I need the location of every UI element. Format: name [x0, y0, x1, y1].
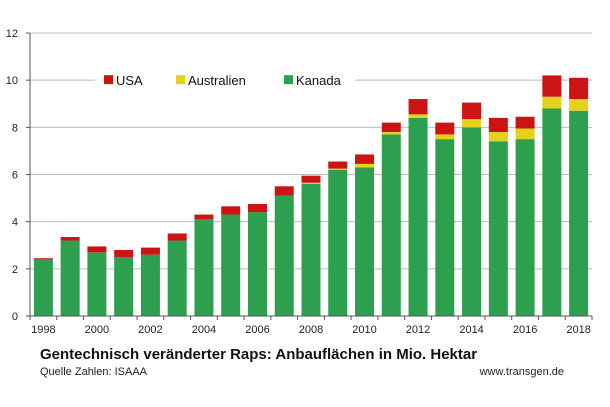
x-tick-label: 2006 — [245, 324, 269, 336]
x-tick-label: 2018 — [566, 324, 590, 336]
bar-usa-2016 — [515, 116, 535, 129]
bar-kanada-2016 — [515, 139, 535, 316]
bar-usa-2011 — [381, 122, 401, 133]
bar-kanada-2006 — [247, 212, 267, 316]
bar-usa-1999 — [60, 236, 80, 241]
bar-kanada-2004 — [194, 219, 214, 316]
bar-usa-2014 — [462, 102, 482, 120]
bar-kanada-2018 — [569, 110, 589, 316]
bar-australien-2015 — [488, 132, 508, 142]
bar-australien-2008 — [301, 182, 321, 184]
bar-kanada-2001 — [114, 257, 134, 316]
x-tick-label: 2004 — [192, 324, 216, 336]
bar-kanada-2017 — [542, 108, 562, 316]
y-tick-label: 8 — [12, 122, 18, 134]
x-tick-label: 2014 — [459, 324, 483, 336]
legend-label-kanada: Kanada — [296, 73, 342, 88]
bar-usa-2004 — [194, 214, 214, 220]
bar-usa-2009 — [328, 161, 348, 169]
legend-label-australien: Australien — [188, 73, 246, 88]
bar-usa-2001 — [114, 249, 134, 258]
y-tick-label: 4 — [12, 217, 18, 229]
y-tick-labels: 0 2 4 6 8 10 12 — [6, 28, 18, 323]
source-note: Quelle Zahlen: ISAAA — [40, 366, 148, 378]
bar-kanada-2012 — [408, 117, 428, 317]
bar-australien-2018 — [569, 99, 589, 111]
axes — [26, 32, 593, 320]
bar-kanada-2003 — [167, 240, 187, 316]
x-tick-label: 2010 — [352, 324, 376, 336]
bar-kanada-1999 — [60, 240, 80, 316]
bar-usa-2003 — [167, 233, 187, 241]
x-tick-label: 2002 — [138, 324, 162, 336]
chart-title: Gentechnisch veränderter Raps: Anbaufläc… — [40, 346, 478, 363]
bar-kanada-2009 — [328, 169, 348, 316]
x-tick-label: 2016 — [513, 324, 537, 336]
bar-usa-2012 — [408, 99, 428, 115]
x-tick-label: 2000 — [85, 324, 109, 336]
y-tick-label: 12 — [6, 28, 18, 40]
y-tick-label: 2 — [12, 264, 18, 276]
y-tick-label: 10 — [6, 75, 18, 87]
bar-usa-2010 — [355, 154, 375, 164]
website-link[interactable]: www.transgen.de — [479, 366, 564, 378]
x-tick-label: 1998 — [31, 324, 55, 336]
bar-australien-2016 — [515, 128, 535, 140]
bar-kanada-2008 — [301, 183, 321, 316]
bar-australien-2010 — [355, 163, 375, 168]
bar-usa-2008 — [301, 175, 321, 183]
bars — [33, 75, 589, 317]
bar-usa-2005 — [221, 206, 241, 215]
x-tick-label: 2012 — [406, 324, 430, 336]
y-tick-label: 0 — [12, 311, 18, 323]
bar-usa-2002 — [140, 247, 160, 255]
bar-usa-1998 — [33, 258, 53, 260]
x-tick-labels: 1998 2000 2002 2004 2006 2008 2010 2012 2014 2016… — [31, 324, 591, 336]
bar-kanada-2015 — [488, 141, 508, 316]
legend-label-usa: USA — [116, 73, 143, 88]
bar-kanada-1998 — [33, 259, 53, 316]
x-tick-label: 2008 — [299, 324, 323, 336]
bar-usa-2018 — [569, 77, 589, 100]
bar-australien-2013 — [435, 134, 455, 140]
bar-kanada-2011 — [381, 134, 401, 316]
bar-usa-2013 — [435, 122, 455, 135]
legend: USA Australien Kanada — [95, 70, 355, 91]
bar-australien-2014 — [462, 119, 482, 128]
bar-usa-2015 — [488, 117, 508, 133]
bar-kanada-2013 — [435, 139, 455, 316]
bar-australien-2011 — [381, 132, 401, 135]
bar-kanada-2005 — [221, 214, 241, 316]
bar-kanada-2000 — [87, 252, 107, 316]
bar-australien-2009 — [328, 168, 348, 170]
bar-usa-2006 — [247, 203, 267, 213]
bar-usa-2007 — [274, 186, 294, 196]
stacked-bar-chart: 0 2 4 6 8 10 12 1998 2000 2002 2004 2006 2008 2010 20… — [6, 28, 593, 336]
bar-australien-2012 — [408, 114, 428, 118]
y-tick-label: 6 — [12, 170, 18, 182]
bar-usa-2000 — [87, 246, 107, 253]
legend-swatch-kanada — [284, 75, 293, 85]
bar-kanada-2014 — [462, 127, 482, 316]
bar-kanada-2010 — [355, 167, 375, 316]
bar-kanada-2002 — [140, 254, 160, 316]
bar-kanada-2007 — [274, 195, 294, 316]
bar-australien-2017 — [542, 96, 562, 109]
legend-swatch-usa — [104, 75, 113, 85]
legend-swatch-australien — [176, 75, 185, 85]
bar-usa-2017 — [542, 75, 562, 97]
